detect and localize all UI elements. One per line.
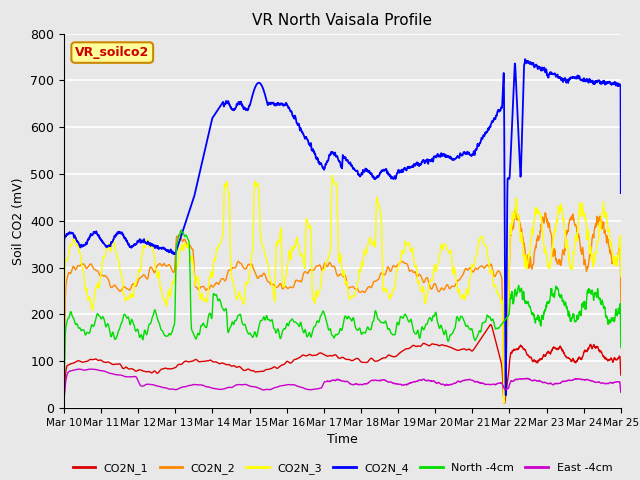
CO2N_2 (500, 396, 508, 401)
CO2N_1 (617, 372, 625, 378)
CO2N_3 (216, 241, 223, 247)
North -4cm (568, 314, 575, 320)
Line: CO2N_1: CO2N_1 (64, 324, 621, 403)
CO2N_1 (371, 358, 378, 364)
Y-axis label: Soil CO2 (mV): Soil CO2 (mV) (12, 177, 25, 264)
Legend: CO2N_1, CO2N_2, CO2N_3, CO2N_4, North -4cm, East -4cm: CO2N_1, CO2N_2, CO2N_3, CO2N_4, North -4… (68, 458, 616, 478)
CO2N_1 (584, 348, 591, 353)
CO2N_3 (500, 400, 508, 406)
CO2N_4 (216, 105, 223, 110)
CO2N_1 (500, 400, 508, 406)
CO2N_4 (568, 75, 576, 81)
CO2N_4 (504, 176, 512, 181)
Line: CO2N_4: CO2N_4 (64, 59, 621, 395)
North -4cm (60, 387, 68, 393)
CO2N_4 (371, 175, 378, 180)
CO2N_4 (358, 171, 366, 177)
Line: CO2N_2: CO2N_2 (64, 211, 621, 398)
CO2N_4 (584, 78, 591, 84)
CO2N_2 (60, 377, 68, 383)
Text: VR_soilco2: VR_soilco2 (75, 46, 149, 59)
CO2N_3 (568, 263, 576, 268)
CO2N_4 (522, 56, 529, 62)
CO2N_2 (511, 208, 519, 214)
CO2N_1 (487, 322, 495, 327)
X-axis label: Time: Time (327, 433, 358, 446)
North -4cm (371, 310, 379, 316)
North -4cm (584, 288, 591, 294)
CO2N_3 (505, 292, 513, 298)
Line: North -4cm: North -4cm (64, 230, 621, 390)
CO2N_1 (60, 396, 68, 401)
CO2N_2 (216, 280, 223, 286)
CO2N_2 (358, 288, 366, 294)
CO2N_4 (60, 293, 68, 299)
Line: CO2N_3: CO2N_3 (64, 175, 621, 403)
North -4cm (216, 296, 223, 302)
East -4cm (568, 377, 575, 383)
CO2N_1 (505, 370, 513, 376)
North -4cm (504, 313, 512, 319)
East -4cm (504, 386, 512, 392)
CO2N_4 (617, 190, 625, 196)
CO2N_3 (371, 242, 379, 248)
CO2N_3 (617, 274, 625, 280)
CO2N_4 (502, 392, 509, 398)
North -4cm (617, 345, 625, 350)
East -4cm (617, 389, 625, 395)
Title: VR North Vaisala Profile: VR North Vaisala Profile (252, 13, 433, 28)
CO2N_2 (504, 302, 512, 308)
East -4cm (584, 377, 591, 383)
North -4cm (359, 330, 367, 336)
CO2N_3 (328, 172, 336, 178)
CO2N_1 (358, 360, 366, 365)
CO2N_3 (60, 371, 68, 377)
CO2N_1 (568, 358, 576, 363)
East -4cm (371, 377, 379, 383)
Line: East -4cm: East -4cm (64, 369, 621, 399)
East -4cm (60, 396, 68, 402)
CO2N_3 (359, 263, 367, 269)
CO2N_2 (568, 216, 576, 222)
East -4cm (359, 382, 367, 387)
CO2N_1 (216, 361, 223, 367)
East -4cm (75, 366, 83, 372)
CO2N_2 (584, 265, 591, 271)
East -4cm (216, 386, 223, 392)
CO2N_2 (371, 278, 378, 284)
CO2N_2 (617, 299, 625, 305)
North -4cm (177, 227, 185, 233)
CO2N_3 (584, 236, 591, 241)
